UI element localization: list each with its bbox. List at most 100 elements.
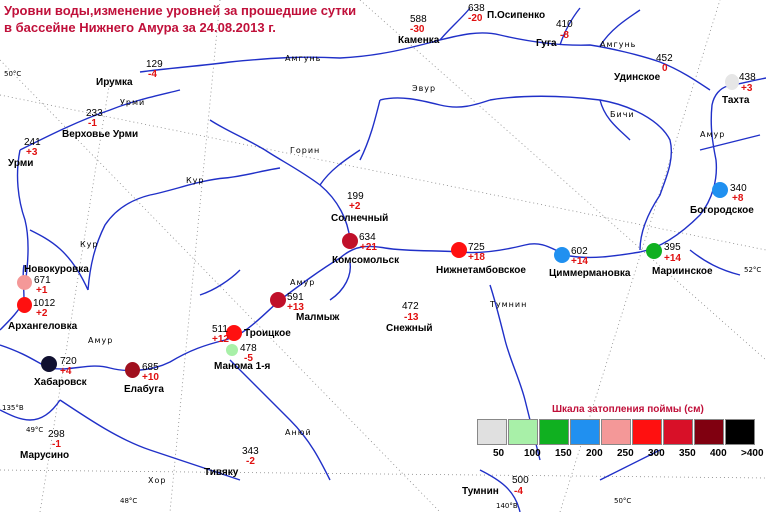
scale-label: 150 (555, 448, 572, 459)
station-level-arhangelovka: 1012 (33, 298, 56, 309)
scale-swatch (570, 419, 600, 445)
station-dot-arhangelovka[interactable] (17, 297, 32, 313)
scale-label: 300 (648, 448, 665, 459)
station-dot-cimmermanovka[interactable] (554, 247, 570, 263)
station-name-kamenka[interactable]: Каменка (398, 35, 440, 46)
station-level-bogorodskoe: 340 (730, 183, 747, 194)
station-dot-tahta[interactable] (725, 74, 739, 90)
river-label-gorin: Горин (290, 146, 321, 155)
station-level-khabarovsk: 720 (60, 356, 77, 367)
coord-52n-east: 52°С (744, 266, 762, 274)
station-change-komsomolsk: +21 (360, 242, 377, 253)
station-change-tahta: +3 (741, 83, 753, 94)
station-level-cimmermanovka: 602 (571, 246, 588, 257)
scale-swatch (539, 419, 569, 445)
river-label-tumnin: Тумнин (490, 300, 528, 309)
station-level-troickoe: 511 (212, 324, 228, 335)
station-level-tahta: 438 (739, 72, 756, 83)
station-change-irumka: -4 (148, 69, 157, 80)
station-level-guga: 410 (556, 19, 573, 30)
station-name-malmyzh[interactable]: Малмыж (296, 312, 340, 323)
station-change-urmi: +3 (26, 147, 38, 158)
station-level-p-osipenko: 638 (468, 3, 485, 14)
station-dot-elabuga[interactable] (125, 362, 140, 378)
station-name-guga[interactable]: Гуга (536, 38, 557, 49)
station-name-snezhny[interactable]: Снежный (386, 323, 433, 334)
station-dot-marinskoe[interactable] (646, 243, 662, 259)
station-name-verhovie-urmi[interactable]: Верховье Урми (62, 129, 139, 140)
station-name-khabarovsk[interactable]: Хабаровск (34, 377, 87, 388)
station-dot-nizhnetambovskoe[interactable] (451, 242, 467, 258)
station-level-malmyzh: 591 (287, 292, 304, 303)
scale-label: 200 (586, 448, 603, 459)
station-change-malmyzh: +13 (287, 302, 304, 313)
station-dot-bogorodskoe[interactable] (712, 182, 728, 198)
coord-50n-south: 50°С (614, 497, 632, 505)
station-name-marusino[interactable]: Марусино (20, 450, 70, 461)
station-name-novokurovka[interactable]: Новокуровка (24, 264, 89, 275)
station-change-cimmermanovka: +14 (571, 256, 588, 267)
station-name-urmi[interactable]: Урми (8, 158, 34, 169)
station-name-p-osipenko[interactable]: П.Осипенко (487, 10, 546, 21)
station-change-novokurovka: +1 (36, 285, 48, 296)
station-name-manoma[interactable]: Манома 1-я (214, 361, 271, 372)
scale-swatch (601, 419, 631, 445)
river-label-kur-2: Кур (80, 240, 99, 249)
station-change-solnechny: +2 (349, 201, 361, 212)
river-label-amgun-2: Амгунь (600, 40, 637, 49)
scale-title: Шкала затопления поймы (см) (552, 404, 704, 415)
river-label-kur: Кур (186, 176, 205, 185)
station-change-udinskoe: 0 (662, 63, 668, 74)
station-level-manoma: 478 (240, 343, 257, 354)
station-dot-novokurovka[interactable] (17, 275, 32, 290)
scale-label: 250 (617, 448, 634, 459)
coord-135e: 135°В (2, 404, 24, 412)
station-name-arhangelovka[interactable]: Архангеловка (8, 321, 78, 332)
station-level-udinskoe: 452 (656, 53, 673, 64)
station-name-tahta[interactable]: Тахта (722, 95, 750, 106)
station-dot-khabarovsk[interactable] (41, 356, 57, 372)
station-level-elabuga: 685 (142, 362, 159, 373)
station-name-komsomolsk[interactable]: Комсомольск (332, 255, 400, 266)
station-name-elabuga[interactable]: Елабуга (124, 384, 164, 395)
scale-label: 100 (524, 448, 541, 459)
station-name-irumka[interactable]: Ирумка (96, 77, 133, 88)
station-change-khabarovsk: +4 (60, 366, 72, 377)
station-level-irumka: 129 (146, 59, 163, 70)
station-name-bogorodskoe[interactable]: Богородское (690, 205, 754, 216)
station-change-kamenka: -30 (410, 24, 425, 35)
river-label-amur-1: Амур (88, 336, 114, 345)
station-name-tivyaku[interactable]: Тивяку (204, 467, 239, 478)
station-level-verhovie-urmi: 233 (86, 108, 103, 119)
station-dot-malmyzh[interactable] (270, 292, 286, 308)
scale-swatch (663, 419, 693, 445)
station-name-nizhnetambovskoe[interactable]: Нижнетамбовское (436, 265, 526, 276)
river-label-anyui: Анюй (285, 428, 312, 437)
scale-swatch (508, 419, 538, 445)
station-change-guga: -8 (560, 30, 569, 41)
station-change-troickoe: +12 (212, 334, 229, 345)
river-label-amgun: Амгунь (285, 54, 322, 63)
station-name-udinskoe[interactable]: Удинское (614, 72, 661, 83)
coord-49n: 49°С (26, 426, 44, 434)
station-change-arhangelovka: +2 (36, 308, 48, 319)
station-dot-troickoe[interactable] (226, 325, 242, 341)
coord-48n: 48°С (120, 497, 138, 505)
coord-140e: 140°В (496, 502, 518, 510)
scale-swatch (632, 419, 662, 445)
station-change-tivyaku: -2 (246, 456, 255, 467)
station-name-cimmermanovka[interactable]: Циммермановка (549, 268, 631, 279)
scale-swatch (725, 419, 755, 445)
station-dot-komsomolsk[interactable] (342, 233, 358, 249)
station-level-tumnin: 500 (512, 475, 529, 486)
station-change-tumnin: -4 (514, 486, 523, 497)
station-name-tumnin[interactable]: Тумнин (462, 486, 499, 497)
station-name-troickoe[interactable]: Троицкое (244, 328, 291, 339)
station-name-solnechny[interactable]: Солнечный (331, 213, 389, 224)
station-dot-manoma[interactable] (226, 344, 238, 356)
station-name-marinskoe[interactable]: Мариинское (652, 266, 713, 277)
station-level-solnechny: 199 (347, 191, 364, 202)
station-change-marinskoe: +14 (664, 253, 681, 264)
